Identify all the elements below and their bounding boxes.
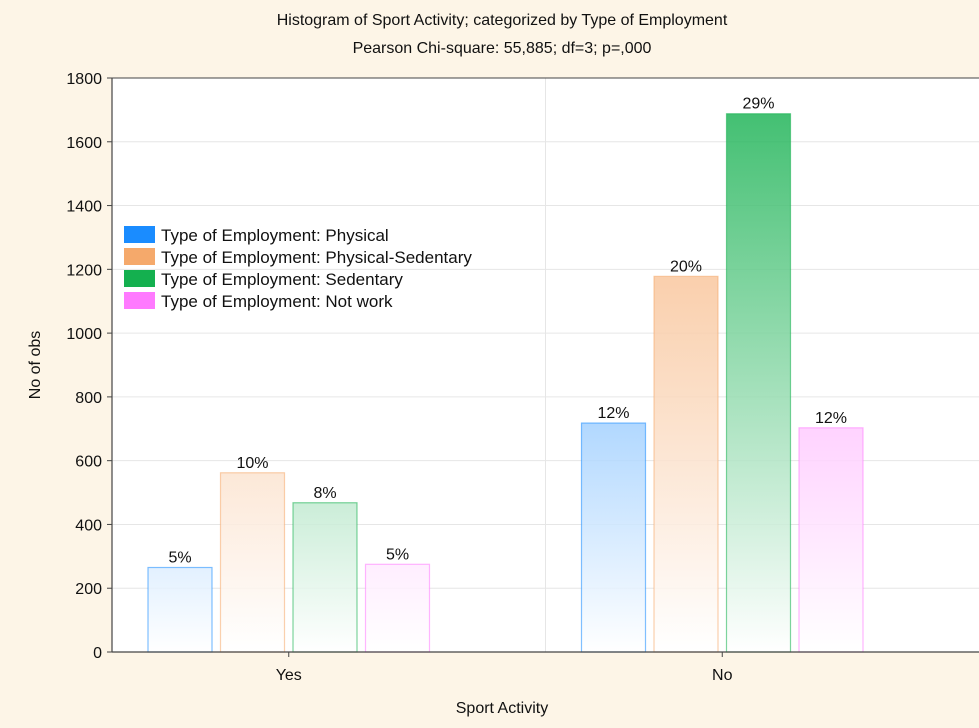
legend-item: Type of Employment: Physical-Sedentary (161, 248, 472, 267)
y-tick-label: 600 (75, 454, 102, 471)
y-tick-label: 0 (93, 645, 102, 662)
legend: Type of Employment: Physical Type of Empl… (124, 226, 472, 311)
data-label: 5% (168, 549, 191, 566)
y-tick-label: 400 (75, 517, 102, 534)
data-label: 12% (597, 405, 629, 422)
y-tick-label: 1000 (66, 326, 102, 343)
data-label: 29% (742, 96, 774, 113)
y-tick-label: 1400 (66, 199, 102, 216)
data-label: 5% (386, 546, 409, 563)
bar (364, 563, 431, 653)
bar (653, 275, 719, 653)
bar (292, 502, 358, 653)
legend-item: Type of Employment: Physical (161, 226, 389, 245)
bars: 5% 10% 8% 5% 12% 20% 29% 12% (147, 96, 864, 653)
x-tick-label: No (712, 667, 733, 684)
data-label: 20% (670, 258, 702, 275)
data-label: 8% (313, 485, 336, 502)
x-tick-label: Yes (276, 667, 302, 684)
bar (798, 427, 864, 653)
legend-swatch (124, 248, 155, 265)
data-label: 12% (815, 410, 847, 427)
y-tick-label: 800 (75, 390, 102, 407)
chart-subtitle: Pearson Chi-square: 55,885; df=3; p=,000 (353, 40, 652, 57)
y-tick-label: 1800 (66, 71, 102, 88)
legend-swatch (124, 292, 155, 309)
bar (219, 472, 286, 653)
legend-item: Type of Employment: Not work (161, 292, 393, 311)
axes: 0 200 400 600 800 1000 1200 1400 1600 1800 Yes No (66, 71, 979, 684)
y-tick-label: 200 (75, 581, 102, 598)
bar (147, 566, 213, 653)
chart-title: Histogram of Sport Activity; categorized… (277, 12, 728, 29)
y-axis-title: No of obs (27, 331, 44, 399)
data-label: 10% (236, 455, 268, 472)
legend-swatch (124, 226, 155, 243)
x-axis-title: Sport Activity (456, 700, 548, 717)
legend-swatch (124, 270, 155, 287)
legend-item: Type of Employment: Sedentary (161, 270, 403, 289)
y-tick-label: 1200 (66, 262, 102, 279)
bar (725, 113, 792, 653)
bar (580, 422, 647, 653)
y-tick-label: 1600 (66, 135, 102, 152)
